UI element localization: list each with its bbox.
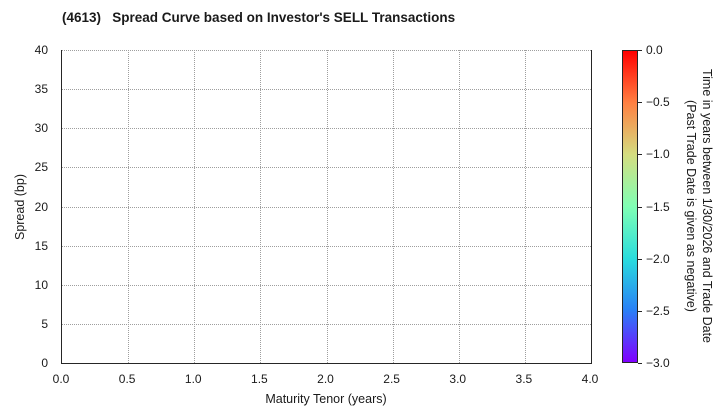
gridline-horizontal	[62, 167, 591, 169]
colorbar-tick-label: −0.5	[646, 95, 670, 110]
colorbar-tick-mark	[638, 206, 642, 208]
colorbar-label-line1: Time in years between 1/30/2026 and Trad…	[700, 68, 714, 343]
x-tick-label: 2.5	[383, 372, 400, 386]
colorbar-tick-mark	[638, 50, 642, 51]
gridline-horizontal	[62, 128, 591, 130]
colorbar	[622, 50, 638, 363]
y-tick-label: 15	[34, 238, 48, 253]
gridline-horizontal	[62, 50, 591, 51]
x-axis-label: Maturity Tenor (years)	[265, 392, 387, 406]
gridline-horizontal	[62, 245, 591, 247]
colorbar-tick-mark	[638, 154, 642, 156]
plot-area	[61, 50, 592, 364]
x-tick-label: 3.5	[515, 372, 533, 386]
x-tick-label: 1.5	[251, 372, 268, 386]
x-tick-label: 3.0	[449, 372, 467, 386]
y-tick-label: 0	[41, 356, 48, 370]
y-tick-label: 5	[41, 316, 48, 331]
x-tick-label: 4.0	[581, 372, 599, 386]
colorbar-tick-label: 0.0	[646, 43, 663, 57]
colorbar-tick-label: −1.0	[646, 147, 670, 162]
y-tick-label: 10	[34, 277, 48, 292]
colorbar-tick-mark	[638, 363, 642, 364]
x-tick-label: 0.0	[52, 372, 70, 386]
colorbar-tick-label: −2.5	[646, 303, 670, 318]
colorbar-label: Time in years between 1/30/2026 and Trad…	[683, 31, 715, 381]
colorbar-tick-mark	[638, 310, 642, 312]
gridline-horizontal	[62, 284, 591, 286]
colorbar-tick-mark	[638, 258, 642, 260]
y-tick-label: 20	[34, 199, 48, 214]
colorbar-tick-label: −2.0	[646, 251, 670, 266]
gridline-horizontal	[62, 206, 591, 208]
y-tick-label: 40	[34, 43, 48, 57]
x-tick-label: 1.0	[184, 372, 202, 386]
y-tick-label: 30	[34, 121, 48, 136]
colorbar-tick-label: −1.5	[646, 199, 670, 214]
colorbar-label-line2: (Past Trade Date is given as negative)	[684, 100, 698, 312]
y-tick-label: 35	[34, 82, 48, 97]
colorbar-tick-label: −3.0	[646, 356, 670, 370]
x-tick-label: 0.5	[118, 372, 136, 386]
colorbar-tick-mark	[638, 102, 642, 104]
gridline-horizontal	[62, 323, 591, 325]
y-tick-label: 25	[34, 160, 48, 175]
x-tick-label: 2.0	[317, 372, 334, 386]
chart-title: (4613) Spread Curve based on Investor's …	[62, 10, 456, 25]
gridline-horizontal	[62, 89, 591, 91]
